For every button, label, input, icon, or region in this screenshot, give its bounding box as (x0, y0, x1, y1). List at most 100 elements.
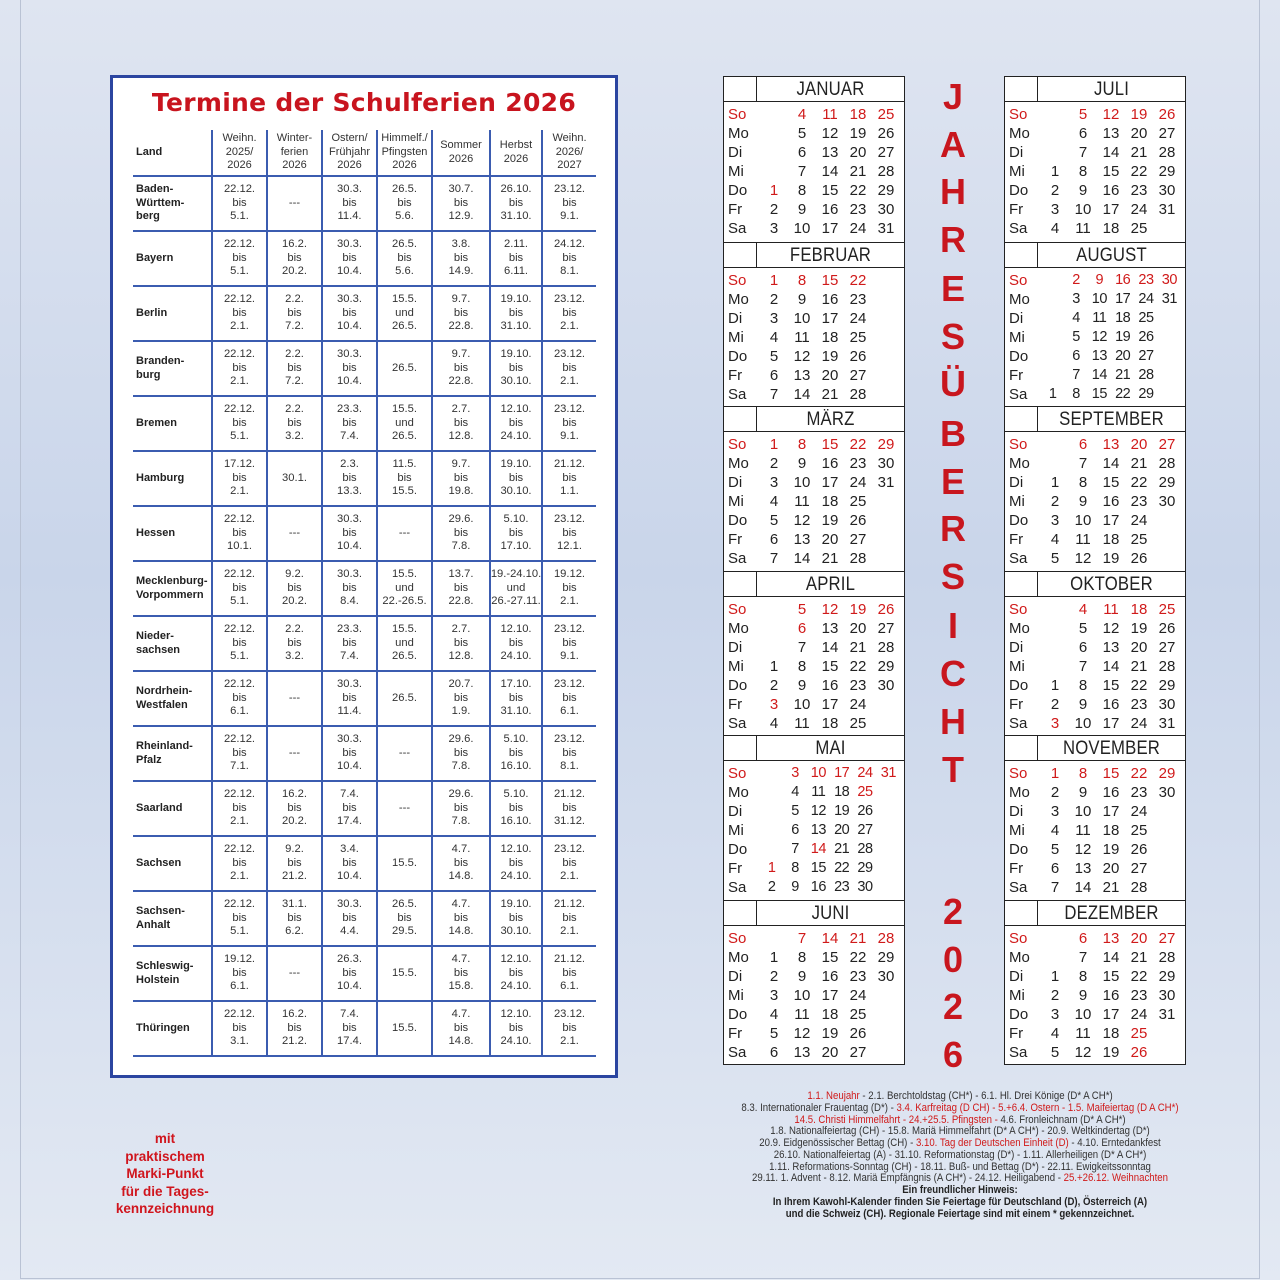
period-line: 21.12. (553, 788, 586, 801)
weekday-label: Mi (728, 657, 744, 675)
day-cells: 5 12 19 26 (760, 600, 904, 619)
weekday-label: Sa (1009, 879, 1028, 896)
month-header: JULI (1005, 77, 1185, 102)
week-row: Mo 4 11 18 25 (724, 783, 904, 802)
day: 14 (821, 638, 839, 656)
period-line: bis (562, 361, 577, 374)
day-cells: 7 14 21 28 (1041, 143, 1185, 162)
week-row: Sa 4 11 18 25 (724, 714, 904, 733)
day: 23 (849, 676, 867, 694)
day: 23 (1130, 493, 1148, 510)
period-line: und (395, 636, 414, 649)
weekday-label: Fr (728, 860, 743, 877)
day: 21 (849, 929, 867, 947)
week-row: Sa 1 8 15 22 29 (1005, 385, 1185, 404)
day: 27 (1158, 125, 1176, 142)
table-row: Sachsen 22.12. bis 2.1. 9.2. bis 21.2. 3.4. bis 1… (133, 837, 596, 892)
week-row: Sa 7 14 21 28 (1005, 878, 1185, 897)
period-line: bis (287, 251, 302, 264)
period-line: 15.5. (392, 403, 417, 416)
day: 21 (849, 638, 867, 656)
holiday-period: 12.10. bis 24.10. (489, 947, 541, 1000)
month-header-spacer (724, 900, 757, 925)
note-line: praktischem (125, 1148, 205, 1164)
month-days: So 4 11 18 25 Mo 5 12 19 26 Di 6 13 20 27 Mi 7 14 21 28 Do 1 8… (724, 102, 904, 238)
holiday-period: --- (266, 672, 321, 725)
holiday-period: 2.3. bis 13.3. (321, 452, 376, 505)
period-line: 22.12. (223, 238, 256, 251)
column-header: Weihn. 2026/2027 (541, 130, 596, 175)
day: 7 (1078, 657, 1088, 675)
day: 31 (877, 474, 895, 491)
week-row: Mi 7 14 21 28 (724, 162, 904, 181)
day: 9 (1078, 784, 1088, 801)
weekday-label: Di (728, 638, 743, 656)
month-header-spacer (1005, 242, 1038, 267)
period-line: bis (508, 636, 524, 649)
period-line: bis (562, 416, 577, 429)
week-row: Di 3 10 17 24 31 (724, 473, 904, 492)
weekday-label: Di (728, 967, 743, 985)
day: 20 (1130, 638, 1148, 656)
period-line: 29.5. (392, 925, 417, 938)
period-line: 31.10. (500, 320, 532, 333)
holiday-period: 15.5. und 22.-26.5. (376, 562, 431, 615)
day-cells: 5 12 19 26 (1041, 105, 1185, 124)
month-mai: MAI So 3 10 17 24 31 Mo 4 11 18 25 Di 5 12 19 26 Mi 6 13 20 2… (724, 735, 904, 900)
holiday-period: --- (376, 782, 431, 835)
month-name: APRIL (805, 573, 856, 595)
period-line: und (395, 416, 414, 429)
day-cells: 2 9 16 23 30 (1041, 271, 1185, 290)
period-line: 3.8. (451, 238, 471, 251)
state-name-line: Rheinland- (136, 739, 193, 752)
state-name: Nordrhein- Westfalen (133, 672, 211, 725)
day-cells: 1 8 15 22 29 (760, 948, 904, 967)
period-line: und (395, 306, 414, 319)
period-line: 3.4. (340, 843, 359, 856)
day: 22 (849, 182, 867, 199)
weekday-label: Sa (1009, 385, 1028, 403)
day: 17 (1102, 714, 1120, 732)
day: 29 (857, 860, 873, 876)
month-name: AUGUST (1076, 244, 1147, 266)
period-line: bis (232, 581, 247, 594)
day: 14 (821, 163, 839, 180)
month-name: FEBRUAR (789, 244, 872, 266)
calendar-column-left: JANUAR So 4 11 18 25 Mo 5 12 19 26 Di 6 13 20 27 Mi 7 14 21… (723, 76, 905, 1065)
period-line: 16.10. (500, 815, 532, 828)
state-name-line: Sachsen (136, 856, 182, 869)
day: 28 (1158, 948, 1176, 966)
day: 2 (769, 290, 779, 308)
day: 12 (793, 512, 811, 529)
week-row: Sa 4 11 18 25 (1005, 219, 1185, 238)
day-cells: 3 10 17 24 (760, 986, 904, 1005)
day: 1 (1048, 385, 1057, 402)
day: 1 (1050, 765, 1060, 782)
period-line: 7.2. (285, 320, 304, 333)
state-name: Berlin (133, 287, 211, 340)
period-line: bis (508, 526, 524, 539)
period-line: 31.1. (282, 898, 307, 911)
month-name: OKTOBER (1070, 573, 1153, 595)
period-line: bis (232, 636, 247, 649)
period-line: 12.10. (500, 1008, 532, 1021)
day: 26 (1158, 106, 1176, 123)
weekday-label: Sa (728, 385, 747, 403)
day: 7 (1078, 455, 1088, 472)
holiday-text: 1.8. Nationalfeiertag (CH) - 15.8. Mariä… (770, 1125, 1150, 1138)
day: 2 (769, 676, 779, 694)
period-line: 31.10. (500, 210, 532, 223)
day: 9 (1078, 695, 1088, 713)
header-line: Weihn. (222, 132, 257, 145)
period-line: 22.12. (223, 293, 256, 306)
day (760, 600, 788, 619)
holiday-period: 31.1. bis 6.2. (266, 892, 321, 945)
period-line: bis (453, 691, 469, 704)
period-line: 19.12. (553, 568, 586, 581)
day: 22 (849, 271, 867, 289)
day: 28 (857, 841, 873, 857)
day: 19 (834, 803, 850, 819)
holiday-period: 30.3. bis 10.4. (321, 727, 376, 780)
day-cells: 1 8 15 22 29 (760, 859, 904, 878)
week-row: Di 4 11 18 25 (1005, 309, 1185, 328)
